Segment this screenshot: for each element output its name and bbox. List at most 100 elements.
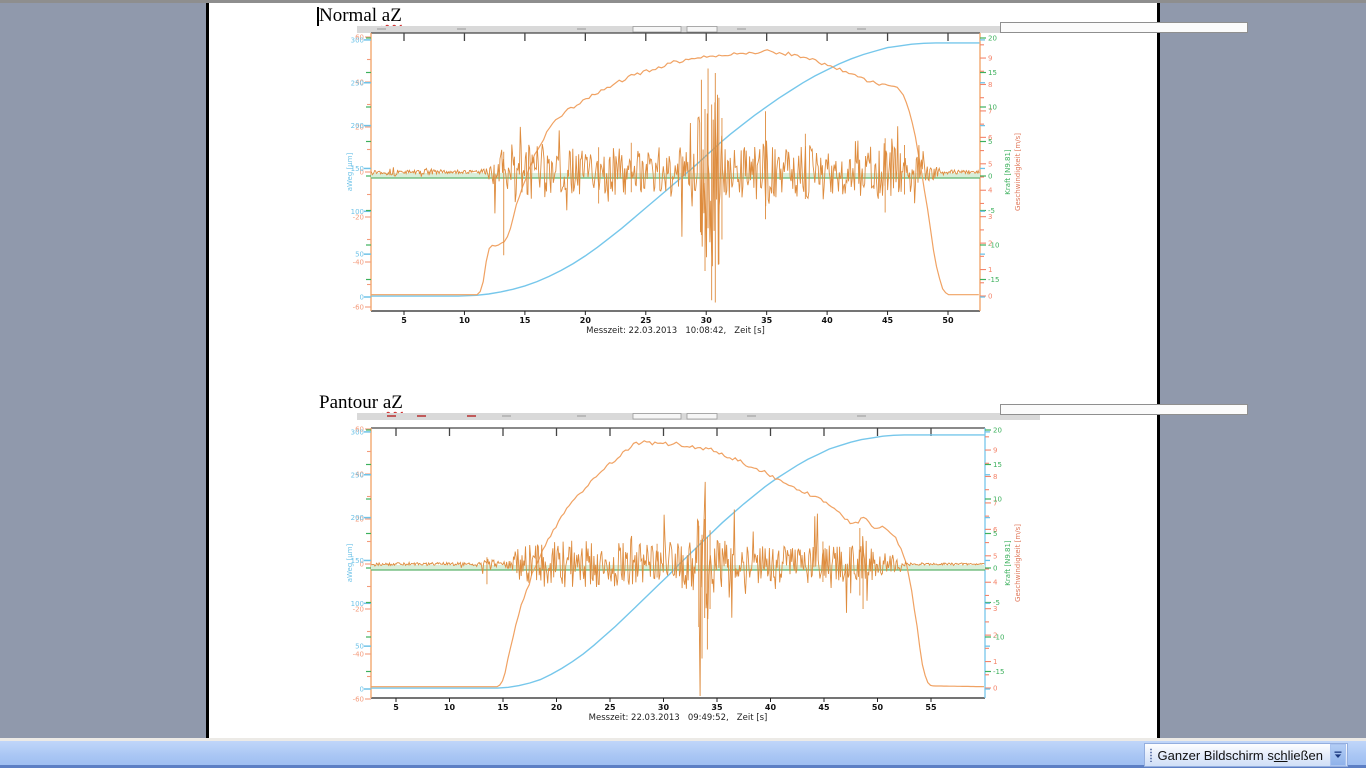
- svg-text:7: 7: [993, 499, 997, 507]
- svg-text:20: 20: [355, 516, 364, 524]
- svg-text:-20: -20: [353, 606, 364, 614]
- series-displacement: [371, 434, 985, 689]
- svg-text:100: 100: [351, 600, 364, 608]
- fullscreen-toolbar-bar: Ganzer Bildschirm schließen: [0, 741, 1366, 768]
- svg-text:3: 3: [993, 605, 997, 613]
- svg-text:Geschwindigkeit [m/s]: Geschwindigkeit [m/s]: [1014, 524, 1022, 602]
- svg-text:aWeg [µm]: aWeg [µm]: [346, 152, 354, 191]
- document-area: Normal aZ 5 10 15 20 25 30 35 40 45 50 Messzeit: 2…: [0, 3, 1366, 738]
- svg-text:20: 20: [580, 316, 592, 325]
- svg-text:-40: -40: [353, 259, 364, 267]
- svg-text:4: 4: [988, 187, 993, 195]
- document-page: Normal aZ 5 10 15 20 25 30 35 40 45 50 Messzeit: 2…: [206, 3, 1248, 738]
- series-speed: [371, 49, 979, 296]
- svg-text:55: 55: [925, 703, 937, 712]
- cropped-ui-remnant: [1000, 404, 1248, 415]
- chevron-down-icon: [1334, 751, 1342, 758]
- heading-text: Normal: [319, 5, 382, 26]
- svg-text:Messzeit: 22.03.2013 10:08:4: Messzeit: 22.03.2013 10:08:42, Zeit [s]: [586, 326, 765, 336]
- svg-text:aWeg [µm]: aWeg [µm]: [346, 543, 354, 582]
- toolbar-options-chevron-icon[interactable]: [1330, 744, 1346, 766]
- svg-text:30: 30: [658, 703, 670, 712]
- svg-text:35: 35: [761, 316, 773, 325]
- svg-text:5: 5: [988, 138, 992, 146]
- statusbar-separator: [0, 738, 1366, 741]
- svg-text:2: 2: [988, 240, 992, 248]
- axes: [371, 32, 980, 41]
- x-axis: 5 10 15 20 25 30 35 40 45 50 Messzeit: 22.03.2013 …: [371, 310, 980, 336]
- svg-text:10: 10: [459, 316, 471, 325]
- svg-text:8: 8: [988, 81, 992, 89]
- series-vibration-spikes: [503, 68, 905, 303]
- svg-text:0: 0: [993, 685, 997, 693]
- svg-text:-5: -5: [988, 207, 995, 215]
- svg-text:25: 25: [604, 703, 616, 712]
- svg-text:6: 6: [988, 134, 993, 142]
- svg-text:5: 5: [393, 703, 399, 712]
- svg-text:50: 50: [872, 703, 884, 712]
- svg-text:40: 40: [765, 703, 777, 712]
- svg-text:-60: -60: [353, 696, 364, 704]
- svg-text:200: 200: [351, 122, 364, 130]
- svg-text:Messzeit: 22.03.2013 09:49:5: Messzeit: 22.03.2013 09:49:52, Zeit [s]: [589, 713, 768, 723]
- svg-text:0: 0: [993, 565, 997, 573]
- svg-text:-60: -60: [353, 304, 364, 312]
- heading-misspelled-text: aZ: [382, 392, 403, 413]
- svg-text:20: 20: [355, 124, 364, 132]
- heading-text: Pantour: [319, 392, 383, 413]
- svg-text:0: 0: [360, 169, 364, 177]
- series-vibration: [371, 481, 985, 697]
- svg-text:-15: -15: [993, 668, 1004, 676]
- svg-text:250: 250: [351, 471, 364, 479]
- svg-text:15: 15: [993, 461, 1002, 469]
- heading-misspelled-text: aZ: [381, 5, 402, 26]
- svg-text:9: 9: [993, 447, 997, 455]
- svg-text:7: 7: [988, 107, 992, 115]
- series-vibration-spikes: [486, 519, 864, 659]
- svg-text:10: 10: [988, 104, 997, 112]
- svg-text:0: 0: [360, 294, 364, 302]
- svg-text:0: 0: [988, 293, 992, 301]
- svg-text:3: 3: [988, 213, 992, 221]
- svg-text:5: 5: [401, 316, 407, 325]
- window-top-border: [0, 0, 1366, 3]
- heading-pantour-az[interactable]: Pantour aZ: [319, 392, 403, 414]
- svg-text:6: 6: [993, 526, 998, 534]
- svg-text:45: 45: [882, 316, 894, 325]
- svg-text:150: 150: [351, 165, 364, 173]
- svg-text:200: 200: [351, 514, 364, 522]
- svg-text:5: 5: [993, 552, 997, 560]
- svg-text:Geschwindigkeit [m/s]: Geschwindigkeit [m/s]: [1014, 133, 1022, 211]
- close-fullscreen-button[interactable]: Ganzer Bildschirm schließen: [1143, 743, 1348, 767]
- svg-text:2: 2: [993, 632, 997, 640]
- svg-text:-40: -40: [353, 651, 364, 659]
- axes: [371, 427, 985, 436]
- series-speed: [371, 440, 985, 688]
- heading-normal-az[interactable]: Normal aZ: [319, 5, 402, 27]
- svg-text:9: 9: [988, 55, 992, 63]
- svg-text:300: 300: [351, 428, 364, 436]
- svg-text:50: 50: [355, 251, 364, 259]
- svg-text:10: 10: [444, 703, 456, 712]
- svg-text:-15: -15: [988, 276, 999, 284]
- svg-text:50: 50: [355, 643, 364, 651]
- toolbar-grip-handle[interactable]: [1148, 748, 1153, 762]
- close-fullscreen-label: Ganzer Bildschirm schließen: [1157, 747, 1323, 763]
- svg-text:Kraft [N9.81]: Kraft [N9.81]: [1004, 540, 1012, 586]
- svg-text:30: 30: [701, 316, 713, 325]
- svg-text:35: 35: [711, 703, 723, 712]
- svg-text:10: 10: [993, 496, 1002, 504]
- svg-text:25: 25: [640, 316, 652, 325]
- svg-text:0: 0: [360, 686, 364, 694]
- svg-text:250: 250: [351, 79, 364, 87]
- svg-text:1: 1: [988, 266, 992, 274]
- svg-text:5: 5: [988, 160, 992, 168]
- svg-text:-20: -20: [353, 214, 364, 222]
- svg-text:20: 20: [551, 703, 563, 712]
- svg-text:5: 5: [993, 530, 997, 538]
